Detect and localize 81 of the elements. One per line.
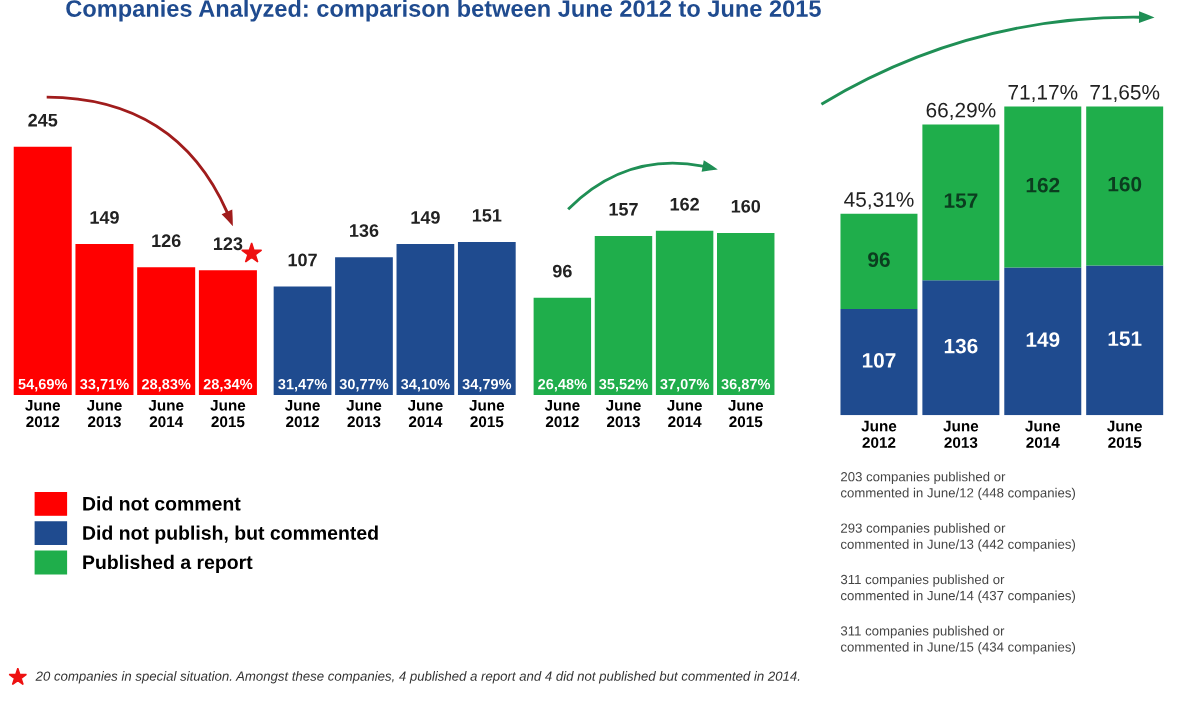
bar	[840, 213, 918, 310]
bar	[655, 230, 714, 395]
data-label: 149	[411, 211, 440, 224]
bar	[1004, 267, 1082, 416]
bar	[457, 242, 516, 395]
data-label: 162	[1026, 177, 1060, 193]
bar	[1004, 106, 1082, 268]
category-label: June 2013	[943, 420, 979, 448]
category-label: June 2013	[605, 400, 641, 428]
text: 203 companies published or commented in June/12 (448 companies)	[840, 471, 1076, 501]
legend-label: Published a report	[83, 554, 253, 573]
text: 311 companies published or commented in June/15 (434 companies)	[840, 625, 1076, 655]
category-label: June 2014	[148, 400, 184, 428]
annotation: 26,48%	[538, 378, 587, 392]
legend-label: Did not publish, but commented	[83, 525, 378, 544]
category-label: June 2015	[1107, 420, 1142, 448]
legend-label: Did not comment	[83, 496, 241, 511]
category-label: June 2014	[1025, 420, 1061, 448]
bar	[1086, 265, 1164, 416]
annotation: 35,52%	[599, 378, 648, 392]
annotation: 33,71%	[80, 378, 129, 392]
annotation: 36,87%	[721, 378, 771, 392]
bar	[335, 257, 393, 395]
data-label: 160	[1108, 176, 1142, 192]
data-label: 96	[552, 264, 572, 278]
bar	[396, 244, 455, 395]
annotation: 34,10%	[401, 378, 450, 392]
data-label: 149	[90, 211, 119, 224]
bar	[13, 146, 72, 395]
category-label: June 2014	[667, 400, 702, 428]
annotation: 66,29%	[926, 102, 996, 120]
bar	[75, 244, 134, 395]
bar	[922, 280, 1000, 416]
category-label: June 2012	[284, 400, 320, 428]
bar	[198, 270, 257, 395]
category-label: June 2015	[728, 400, 764, 428]
bar	[137, 267, 196, 395]
category-label: June 2014	[407, 400, 443, 428]
text: 20 companies in special situation. Amongst these companies, 4 published a report and 4 did not published but commented in 2014.	[35, 671, 800, 684]
data-label: 96	[868, 252, 890, 268]
bar	[1086, 106, 1164, 266]
category-label: June 2012	[544, 400, 580, 428]
category-label: June 2012	[861, 420, 897, 448]
text: 293 companies published or commented in June/13 (442 companies)	[840, 523, 1076, 552]
data-label: 149	[1026, 332, 1060, 347]
data-label: 162	[670, 197, 699, 211]
annotation: 71,65%	[1090, 84, 1160, 103]
data-label: 151	[1108, 331, 1142, 346]
data-label: 107	[862, 353, 896, 368]
annotation: 31,47%	[278, 378, 327, 392]
category-label: June 2015	[210, 400, 246, 428]
category-label: June 2013	[346, 400, 382, 428]
bar	[840, 309, 918, 416]
annotation: 30,77%	[339, 378, 389, 392]
data-label: 245	[28, 113, 58, 127]
data-label: 157	[944, 193, 978, 208]
data-label: 126	[152, 234, 181, 248]
data-label: 151	[472, 209, 502, 222]
data-label: 136	[350, 224, 379, 237]
data-label: 107	[288, 253, 317, 267]
annotation: 34,79%	[462, 378, 512, 392]
annotation: 28,34%	[203, 378, 253, 392]
category-label: June 2012	[25, 400, 61, 428]
bar	[717, 232, 775, 395]
text: Companies Analyzed: comparison between June 2012 to June 2015	[66, 0, 821, 22]
bar	[594, 235, 653, 395]
category-label: June 2015	[469, 400, 505, 428]
annotation: 54,69%	[18, 378, 68, 392]
bar	[922, 124, 1000, 281]
category-label: June 2013	[86, 400, 122, 428]
data-label: 136	[944, 338, 978, 354]
text: 311 companies published or commented in June/14 (437 companies)	[840, 574, 1076, 603]
annotation: 45,31%	[844, 192, 914, 210]
data-label: 157	[609, 203, 638, 216]
annotation: 28,83%	[141, 378, 191, 392]
bar	[533, 297, 592, 395]
data-label: 123	[213, 237, 243, 251]
annotation: 37,07%	[660, 378, 709, 392]
bar	[273, 286, 332, 395]
data-label: 160	[731, 199, 761, 213]
annotation: 71,17%	[1008, 84, 1078, 103]
